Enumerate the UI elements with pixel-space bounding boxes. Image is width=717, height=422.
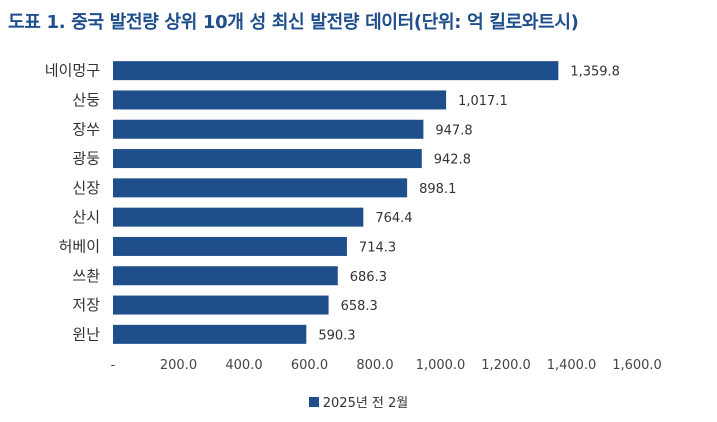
bar-group (113, 61, 559, 344)
value-label: 764.4 (375, 211, 412, 226)
bar (113, 149, 422, 169)
category-label: 광둥 (72, 150, 100, 168)
value-label: 590.3 (318, 328, 355, 343)
value-label: 947.8 (435, 123, 472, 138)
category-label: 산시 (72, 208, 100, 226)
bar (113, 178, 408, 198)
value-label: 686.3 (350, 270, 387, 285)
value-label: 714.3 (359, 240, 396, 255)
bar (113, 207, 364, 227)
bar (113, 61, 559, 81)
bar (113, 295, 329, 315)
chart-title: 도표 1. 중국 발전량 상위 10개 성 최신 발전량 데이터(단위: 억 킬… (8, 12, 579, 33)
category-label: 산둥 (72, 91, 100, 109)
value-label: 1,359.8 (570, 65, 620, 80)
category-label: 신장 (72, 179, 100, 197)
category-label: 장쑤 (72, 120, 100, 138)
x-tick-label: 200.0 (160, 358, 197, 373)
value-labels: 1,359.8 1,017.1 947.8 942.8 898.1 764.4 714.3 6… (318, 65, 620, 344)
x-tick-label: 600.0 (291, 358, 328, 373)
x-tick-label: 800.0 (356, 358, 393, 373)
bar (113, 236, 347, 256)
value-label: 898.1 (419, 182, 456, 197)
bar (113, 266, 338, 286)
x-axis-ticks: - 200.0 400.0 600.0 800.0 1,000.0 1,200.0 1,400… (111, 358, 662, 373)
legend: 2025년 전 2월 (0, 392, 717, 411)
x-tick-label: 1,400.0 (547, 358, 597, 373)
value-label: 942.8 (434, 153, 471, 168)
value-label: 1,017.1 (458, 94, 508, 109)
bar (113, 324, 307, 344)
x-tick-label: - (111, 358, 116, 373)
category-label: 저장 (72, 296, 100, 314)
category-label: 쓰촨 (72, 267, 100, 285)
x-tick-label: 1,000.0 (416, 358, 466, 373)
bar (113, 90, 447, 110)
x-tick-label: 400.0 (225, 358, 262, 373)
x-tick-label: 1,600.0 (612, 358, 662, 373)
value-label: 658.3 (341, 299, 378, 314)
legend-label: 2025년 전 2월 (322, 396, 409, 411)
legend-swatch (308, 397, 319, 407)
x-tick-label: 1,200.0 (481, 358, 531, 373)
category-label: 윈난 (72, 325, 100, 343)
category-label: 네이멍구 (45, 62, 100, 80)
bar (113, 119, 424, 139)
category-label: 허베이 (59, 237, 100, 255)
